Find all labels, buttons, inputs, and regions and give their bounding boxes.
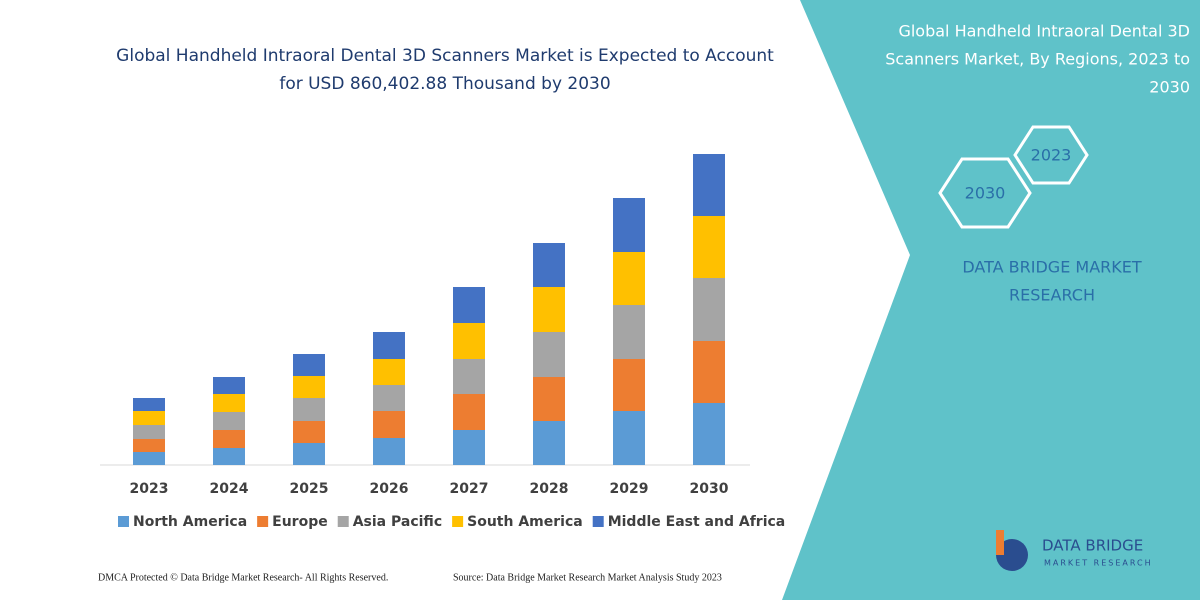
- logo-icon: [996, 530, 1004, 555]
- hexagon: [938, 157, 1032, 229]
- bar-segment: [693, 216, 725, 278]
- bar-segment: [613, 359, 645, 411]
- x-tick-label: 2024: [210, 481, 249, 497]
- bar-segment: [533, 377, 565, 421]
- bar-segment: [533, 243, 565, 287]
- bar-segment: [613, 198, 645, 252]
- x-tick-label: 2025: [290, 481, 329, 497]
- bar-segment: [293, 421, 325, 443]
- legend-label: Middle East and Africa: [608, 514, 786, 530]
- bar-segment: [453, 394, 485, 430]
- bar-segment: [533, 332, 565, 377]
- legend-label: North America: [133, 514, 247, 530]
- legend-label: South America: [467, 514, 583, 530]
- panel-title: 2030: [1149, 78, 1190, 97]
- panel-title: Scanners Market, By Regions, 2023 to: [885, 50, 1190, 69]
- legend-swatch: [592, 516, 604, 527]
- bar-segment: [213, 377, 245, 394]
- bar-segment: [693, 403, 725, 465]
- bar-segment: [373, 385, 405, 411]
- legend-swatch: [452, 516, 464, 527]
- bar-segment: [293, 443, 325, 465]
- bar-segment: [453, 430, 485, 465]
- bar-segment: [293, 376, 325, 398]
- bar-segment: [293, 354, 325, 376]
- bar-segment: [373, 438, 405, 465]
- footer-left: DMCA Protected © Data Bridge Market Rese…: [98, 572, 388, 583]
- bar-segment: [693, 154, 725, 216]
- bar-segment: [453, 287, 485, 323]
- bar-segment: [133, 452, 165, 465]
- bar-segment: [213, 430, 245, 448]
- bar-segment: [533, 287, 565, 332]
- bar-segment: [453, 323, 485, 359]
- bar-segment: [693, 278, 725, 341]
- bar-segment: [453, 359, 485, 394]
- x-tick-label: 2030: [690, 481, 729, 497]
- logo-name: DATA BRIDGE: [1042, 537, 1143, 555]
- bar-segment: [213, 412, 245, 430]
- legend-swatch: [118, 516, 129, 527]
- bar-segment: [613, 411, 645, 465]
- logo-tagline: MARKET RESEARCH: [1044, 559, 1153, 568]
- x-tick-label: 2026: [370, 481, 409, 497]
- bar-segment: [373, 359, 405, 385]
- bar-segment: [133, 411, 165, 425]
- hexagon-label: 2030: [965, 184, 1006, 203]
- x-tick-label: 2023: [130, 481, 169, 497]
- bar-segment: [693, 341, 725, 403]
- brand-text: RESEARCH: [1009, 286, 1095, 305]
- side-panel: [782, 0, 1200, 600]
- bar-segment: [533, 421, 565, 465]
- panel-title: Global Handheld Intraoral Dental 3D: [898, 22, 1190, 41]
- bar-segment: [133, 425, 165, 439]
- hexagon: [1013, 125, 1089, 185]
- bar-segment: [133, 439, 165, 452]
- bar-segment: [133, 398, 165, 411]
- bar-segment: [293, 398, 325, 421]
- x-tick-label: 2027: [450, 481, 489, 497]
- bar-segment: [613, 252, 645, 305]
- bar-segment: [213, 394, 245, 412]
- legend-swatch: [337, 516, 349, 527]
- chart-title: Global Handheld Intraoral Dental 3D Scan…: [116, 46, 774, 66]
- bar-segment: [373, 332, 405, 359]
- bar-segment: [613, 305, 645, 359]
- bar-segment: [373, 411, 405, 438]
- x-tick-label: 2028: [530, 481, 569, 497]
- legend-label: Asia Pacific: [353, 514, 442, 530]
- legend-label: Europe: [272, 514, 328, 530]
- bar-segment: [213, 448, 245, 465]
- chart-title: for USD 860,402.88 Thousand by 2030: [279, 74, 610, 94]
- brand-text: DATA BRIDGE MARKET: [962, 258, 1142, 277]
- hexagon-label: 2023: [1031, 146, 1072, 165]
- footer-right: Source: Data Bridge Market Research Mark…: [453, 572, 722, 583]
- legend-swatch: [257, 516, 269, 527]
- x-tick-label: 2029: [610, 481, 649, 497]
